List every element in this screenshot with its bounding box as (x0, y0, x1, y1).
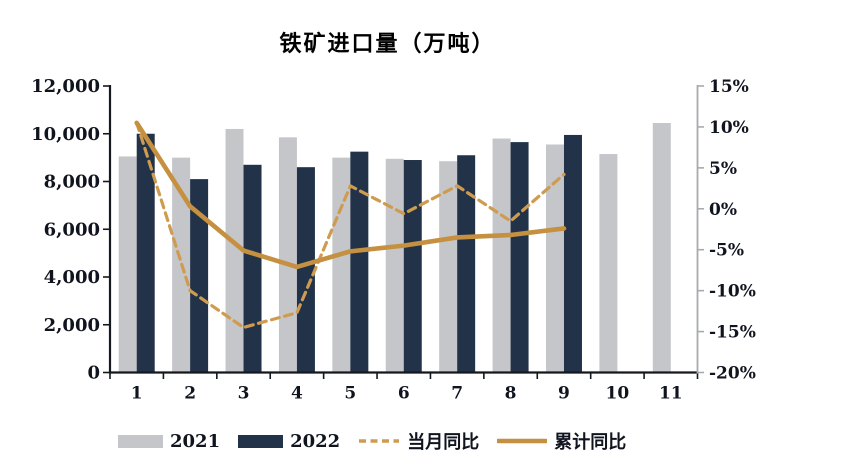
left-axis-tick-label: 10,000 (31, 124, 100, 145)
x-axis-label-month-8: 8 (505, 384, 517, 404)
bar-2022-month-6 (403, 160, 422, 373)
bar-2021-month-8 (492, 138, 511, 373)
legend-swatch-solid-line-icon (497, 438, 548, 444)
right-axis-tick-label: -5% (709, 241, 744, 261)
bar-2021-month-7 (439, 161, 458, 373)
x-axis-label-month-6: 6 (398, 384, 410, 404)
right-axis-tick-label: -15% (709, 323, 756, 343)
x-axis-label-month-5: 5 (344, 384, 356, 404)
bar-2022-month-5 (350, 151, 369, 373)
chart-title: 铁矿进口量（万吨） (279, 31, 496, 57)
x-axis-label-month-7: 7 (451, 384, 463, 404)
x-axis-label-month-10: 10 (606, 384, 630, 404)
left-axis-tick-label: 0 (87, 363, 100, 384)
right-axis-tick-label: 0% (709, 200, 737, 220)
line-当月同比 (135, 121, 566, 330)
line-累计同比 (134, 120, 567, 270)
left-axis-tick-label: 6,000 (44, 219, 100, 240)
right-axis-tick-label: 15% (709, 77, 749, 97)
bar-2021-month-5 (332, 157, 351, 373)
x-axis-label-month-9: 9 (558, 384, 570, 404)
x-axis-label-month-11: 11 (659, 384, 683, 404)
bar-2021-month-10 (599, 154, 618, 373)
x-axis-label-month-2: 2 (184, 384, 196, 404)
bar-2022-month-8 (510, 142, 529, 373)
right-axis-tick-label: -20% (709, 364, 756, 384)
bar-2021-month-1 (118, 156, 137, 373)
chart-legend: 2021 2022 当月同比 累计同比 (118, 428, 626, 454)
right-axis-tick-label: 10% (709, 118, 749, 138)
bar-2021-month-6 (385, 158, 404, 373)
left-axis-tick-label: 8,000 (44, 172, 100, 193)
bar-2021-month-11 (652, 123, 671, 373)
bar-2022-month-4 (296, 167, 315, 373)
bar-2021-month-9 (545, 144, 564, 373)
bar-2022-month-9 (563, 134, 582, 373)
x-axis-label-month-1: 1 (131, 384, 143, 404)
legend-swatch-dashed-line-icon (359, 439, 400, 443)
legend-item-cumulative-yoy: 累计同比 (497, 428, 626, 454)
bar-2021-month-3 (225, 128, 244, 373)
left-axis-tick-label: 12,000 (31, 76, 100, 97)
left-axis-tick-label: 2,000 (44, 315, 100, 336)
right-axis-tick-label: 5% (709, 159, 737, 179)
bar-2022-month-2 (190, 179, 209, 373)
bar-2021-month-4 (278, 137, 297, 373)
x-axis-label-month-4: 4 (291, 384, 303, 404)
right-axis-tick-label: -10% (709, 282, 756, 302)
x-axis-label-month-3: 3 (238, 384, 250, 404)
bar-2022-month-3 (243, 164, 262, 373)
legend-item-monthly-yoy: 当月同比 (358, 428, 479, 454)
bar-2022-month-1 (136, 133, 155, 373)
legend-item-2022: 2022 (238, 431, 340, 452)
left-axis-tick-label: 4,000 (44, 267, 100, 288)
bar-2022-month-7 (457, 155, 476, 373)
legend-label-monthly-yoy: 当月同比 (407, 432, 480, 453)
legend-label-2022: 2022 (290, 430, 341, 452)
legend-swatch-2022-bar (238, 434, 284, 448)
legend-label-cumulative-yoy: 累计同比 (554, 432, 627, 453)
legend-label-2021: 2021 (170, 430, 221, 452)
legend-item-2021: 2021 (118, 431, 220, 452)
legend-swatch-2021-bar (118, 434, 163, 448)
